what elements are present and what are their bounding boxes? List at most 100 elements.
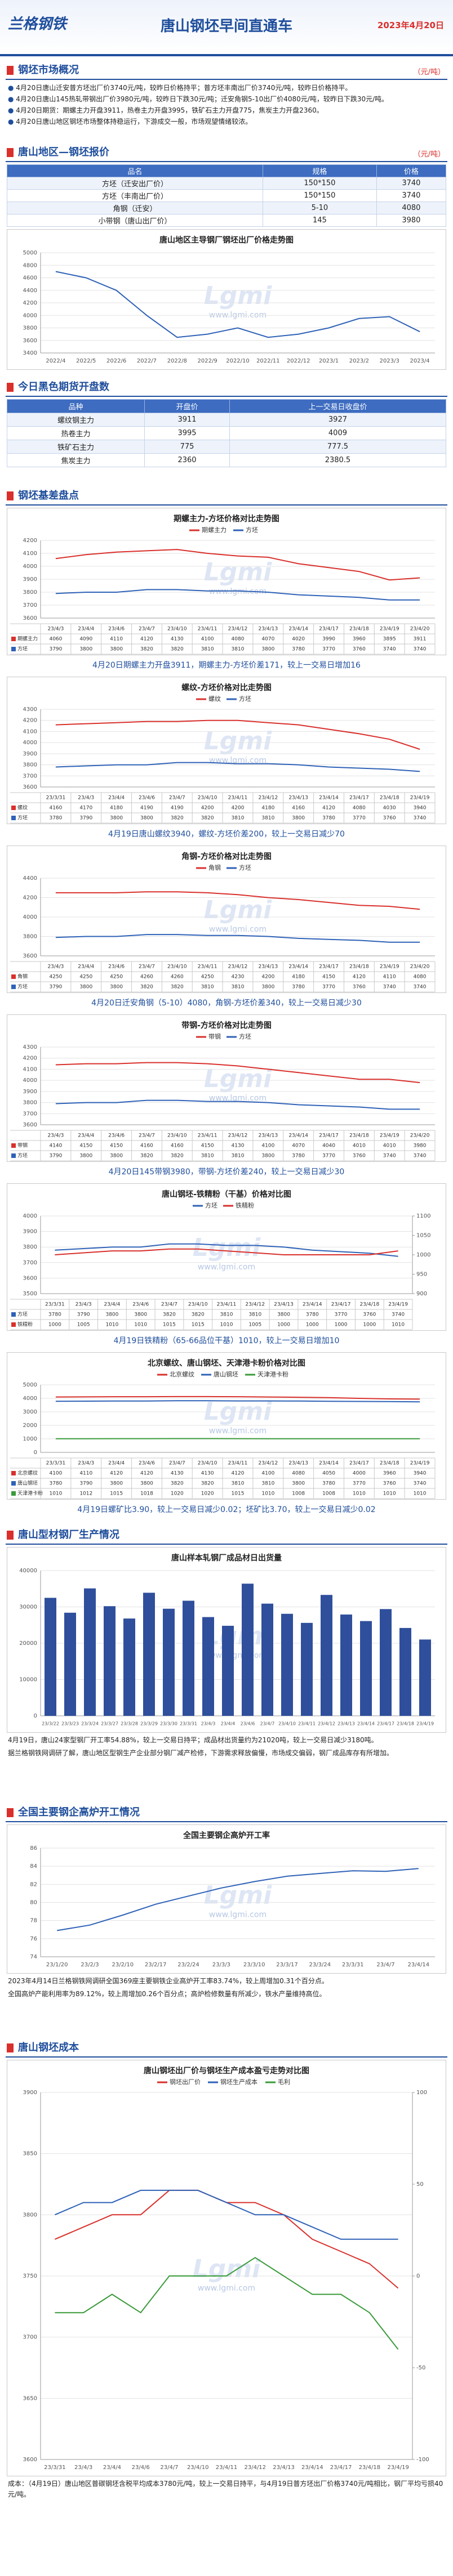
quote-table: 品名 规格 价格 方坯（迁安出厂价） 150*150 3740 方坯（丰南出厂价） 150*1… [7, 164, 447, 227]
y-tick-label: 4200 [23, 895, 37, 901]
table-value: 3810 [201, 647, 214, 652]
bar [143, 1593, 155, 1716]
y-tick-label: 4000 [23, 564, 37, 570]
row: 铁矿石主力 775 777.5 [6, 440, 447, 454]
table-value: 3770 [322, 647, 335, 652]
x-tick-label: 2022/12 [287, 358, 310, 364]
y2-tick-label: 1000 [416, 1252, 430, 1258]
table-value: 3800 [79, 985, 92, 990]
table-value: 4120 [353, 974, 366, 980]
table-value: 4130 [171, 1471, 184, 1477]
y-tick-label: 74 [30, 1954, 37, 1960]
x-tick-label: 2023/1 [319, 358, 339, 364]
table-value: 1015 [232, 1491, 245, 1497]
table-value: 3820 [171, 816, 184, 821]
bar [340, 1615, 352, 1716]
table-date: 23/4/12 [228, 1133, 248, 1139]
table-value: 3740 [414, 1153, 427, 1159]
legend-label: 天津港卡粉 [257, 1371, 288, 1378]
table-value: 3760 [353, 985, 366, 990]
table-value: 4080 [414, 974, 427, 980]
y-tick-label: 4000 [23, 1396, 37, 1402]
cell: 铁矿石主力 [6, 440, 145, 454]
table-value: 3760 [383, 816, 396, 821]
bar [45, 1598, 56, 1716]
x-tick-label: 23/4/13 [337, 1721, 355, 1727]
table-date: 23/4/19 [388, 1302, 408, 1308]
cell: 角钢（迁安） [7, 202, 263, 214]
table-date: 23/4/17 [319, 627, 339, 632]
caption: 4月19日螺矿比3.90，较上一交易日减少0.02；坯矿比3.70，较上一交易日… [77, 1505, 376, 1514]
table-key [11, 985, 16, 989]
table-value: 1010 [353, 1491, 366, 1497]
y2-tick-label: 50 [416, 2181, 424, 2188]
table-value: 3740 [414, 816, 427, 821]
table-value: 4090 [79, 637, 92, 642]
y-tick-label: 4000 [23, 740, 37, 746]
x-tick-label: 23/4/10 [187, 2465, 209, 2471]
table-date: 23/4/20 [410, 627, 430, 632]
paragraph: 4月19日，唐山24家型钢厂开工率54.88%，较上一交易日持平；成品材出货量约… [8, 1736, 378, 1744]
table-date: 23/4/18 [380, 795, 399, 801]
table-date: 23/4/6 [108, 627, 125, 632]
table-value: 3740 [383, 647, 396, 652]
bar [380, 1609, 392, 1716]
table-value: 3800 [140, 816, 153, 821]
table-value: 4150 [79, 1143, 92, 1149]
table-value: 3800 [110, 985, 123, 990]
table-value: 1018 [140, 1491, 153, 1497]
chart-title: 唐山钢坯-铁精粉（干基）价格对比图 [162, 1189, 291, 1199]
table-date: 23/4/6 [139, 1461, 155, 1466]
table-series-name: 北京螺纹 [17, 1470, 38, 1477]
table-date: 23/4/3 [47, 627, 64, 632]
y-tick-label: 3800 [23, 325, 37, 332]
series-line [55, 762, 420, 772]
chart-frame [7, 1183, 446, 1331]
row: 热卷主力 3995 4009 [6, 426, 447, 440]
bullet: 4月20日唐山迁安普方坯出厂价3740元/吨，较昨日价格持平；普方坯丰南出厂价3… [8, 82, 445, 93]
y-tick-label: 3800 [23, 934, 37, 940]
table-value: 4020 [292, 637, 305, 642]
table-date: 23/4/7 [169, 1461, 185, 1466]
y2-tick-label: 1100 [416, 1213, 430, 1219]
y-tick-label: 3600 [23, 338, 37, 344]
watermark-logo: Lgmi [204, 1622, 272, 1651]
table-date: 23/4/3 [76, 1302, 92, 1308]
table-date: 23/4/12 [228, 964, 248, 970]
y-tick-label: 3900 [23, 576, 37, 583]
x-tick-label: 23/4/4 [103, 2465, 121, 2471]
cell: 3740 [376, 177, 447, 190]
bar [242, 1584, 254, 1716]
table-value: 3800 [105, 1312, 118, 1318]
y-tick-label: 3600 [23, 953, 37, 959]
table-value: 1000 [335, 1322, 348, 1328]
table-value: 3800 [261, 1153, 274, 1159]
table-value: 3990 [322, 637, 335, 642]
table-date: 23/4/7 [139, 964, 155, 970]
bullet: 4月20日唐山145热轧带钢出厂价3980元/吨，较昨日下跌30元/吨；迁安角钢… [8, 93, 445, 105]
cell: 4080 [376, 202, 447, 214]
watermark-url: www.lgmi.com [209, 1911, 267, 1920]
table-value: 3770 [322, 1153, 335, 1159]
table-date: 23/4/13 [288, 1461, 308, 1466]
table-value: 3780 [292, 985, 305, 990]
table-value: 4070 [292, 1143, 305, 1149]
date: 2023年4月20日 [377, 20, 444, 30]
chart-box: 唐山钢坯-铁精粉（干基）价格对比图 Lgmi www.lgmi.com 3500 360… [7, 1183, 446, 1331]
table-value: 4130 [171, 637, 184, 642]
table-value: 4110 [383, 974, 396, 980]
table-value: 3800 [110, 1153, 123, 1159]
logo: 兰格钢铁 [8, 16, 67, 33]
chart-box: 螺纹-方坯价格对比走势图 Lgmi www.lgmi.com 3600 3700 3800… [7, 677, 446, 824]
x-tick-label: 23/2/24 [177, 1962, 199, 1968]
row: 焦炭主力 2360 2380.5 [6, 453, 447, 467]
paragraph: 据兰格钢铁网调研了解，唐山地区型钢生产企业部分钢厂减产检修，下游需求释放偏慢，市… [8, 1749, 394, 1757]
table-value: 1015 [192, 1322, 205, 1328]
y-tick-label: 4400 [23, 288, 37, 294]
y-tick-label: 4000 [23, 1077, 37, 1084]
chart-frame [7, 2060, 446, 2476]
x-tick-label: 23/3/3 [212, 1962, 230, 1968]
table-key [11, 974, 16, 979]
y-tick-label: 3800 [23, 1244, 37, 1250]
